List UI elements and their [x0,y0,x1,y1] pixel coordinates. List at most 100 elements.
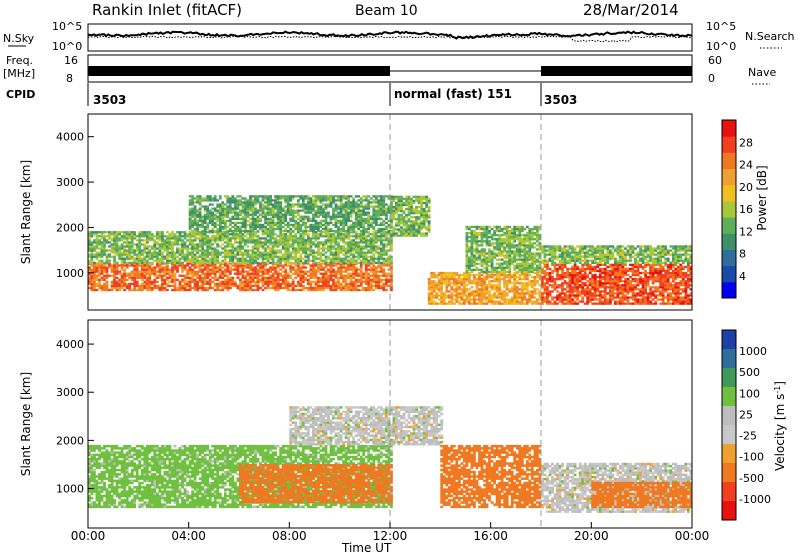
power-cell [281,245,285,248]
power-cell [369,201,373,204]
power-cell [344,219,348,222]
power-cell [201,245,205,248]
power-cell [317,211,320,214]
power-cell [241,245,245,248]
power-cell [284,253,288,256]
power-cell [372,227,376,231]
power-cell [347,245,350,248]
power-cell [276,239,280,242]
power-cell [143,245,147,248]
power-cell [226,268,230,271]
power-cell [236,217,240,220]
power-cell [218,207,222,210]
power-cell [430,290,434,293]
power-cell [296,239,300,242]
power-cell [503,298,506,301]
power-cell [339,276,343,279]
power-cell [201,257,205,260]
power-cell [221,211,225,214]
power-cell [294,253,298,256]
power-cell [442,278,446,281]
power-cell [259,195,262,198]
power-cell [387,272,391,275]
power-cell [294,209,298,212]
power-cell [198,219,202,222]
power-cell [415,234,418,237]
power-cell [223,274,227,277]
power-cell [100,286,104,290]
power-cell [437,273,441,277]
power-cell [468,227,471,231]
power-cell [374,223,378,227]
power-cell [223,247,227,250]
power-cell [186,262,189,265]
power-cell [475,225,479,229]
power-cell [281,225,285,229]
power-cell [198,239,202,242]
power-cell [271,203,275,206]
power-cell [460,296,464,299]
power-cell [213,284,217,288]
power-cell [319,247,323,250]
power-cell [244,284,247,288]
power-cell [216,249,220,252]
power-cell [168,237,172,240]
power-cell [291,237,295,240]
power-cell [123,253,126,256]
power-cell [432,276,436,279]
power-cell [337,195,340,198]
power-cell [156,270,159,273]
power-cell [158,239,162,242]
power-cell [468,262,471,265]
power-cell [362,231,366,234]
power-cell [390,286,393,290]
power-cell [342,264,345,267]
power-cell [382,251,386,254]
power-cell [188,235,192,238]
power-cell [374,199,378,202]
power-cell [415,218,418,221]
power-cell [103,282,106,286]
power-cell [269,217,272,220]
power-cell [196,272,199,275]
power-cell [488,242,491,245]
power-cell [90,245,94,248]
power-cell [228,203,232,206]
power-cell [359,259,363,262]
power-cell [110,233,114,236]
power-cell [203,221,207,225]
power-cell [211,197,215,200]
power-cell [208,245,212,248]
power-cell [488,292,491,295]
power-cell [347,249,350,252]
power-cell [140,249,144,252]
power-cell [488,256,491,259]
power-cell [264,221,267,225]
power-cell [374,197,378,200]
power-cell [291,211,295,214]
power-cell [518,300,522,303]
power-cell [216,245,220,248]
power-cell [339,268,343,271]
power-cell [463,300,466,303]
power-cell [344,243,348,246]
power-cell [495,286,499,289]
power-cell [145,247,149,250]
power-cell [382,219,386,222]
power-cell [128,282,132,286]
power-cell [322,274,325,277]
power-cell [286,211,290,214]
power-cell [203,266,207,269]
power-cell [299,257,303,260]
power-cell [322,197,325,200]
power-cell [334,207,338,210]
power-cell [337,266,340,269]
power-cell [357,257,361,260]
power-cell [337,219,340,222]
power-cell [324,215,328,218]
power-cell [271,286,275,290]
power-cell [337,197,340,200]
power-cell [218,219,222,222]
power-cell [322,268,325,271]
power-cell [337,268,340,271]
